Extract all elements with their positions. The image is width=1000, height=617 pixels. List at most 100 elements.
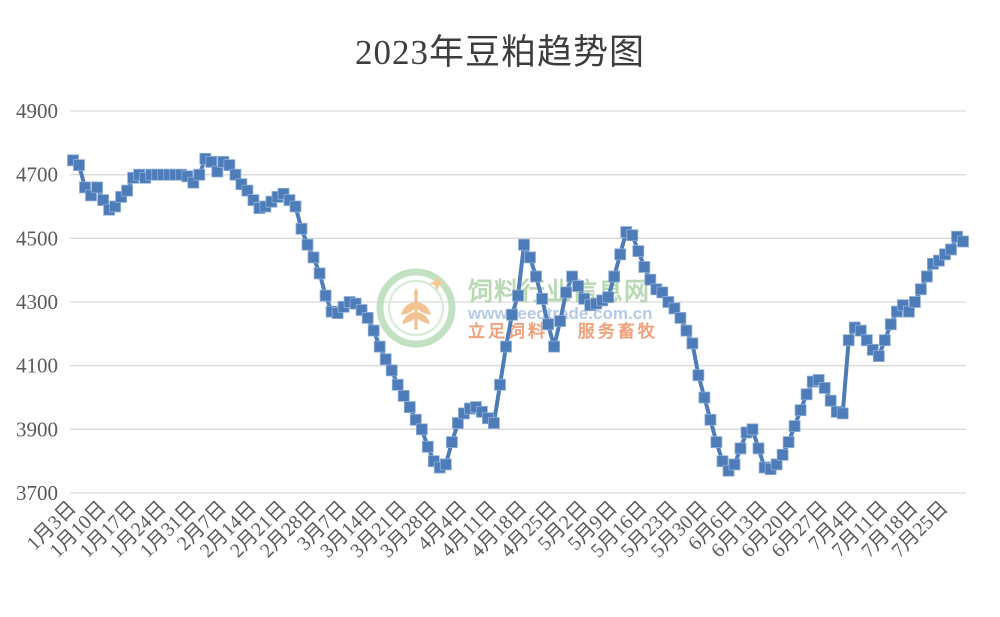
y-axis-label: 4700 (16, 163, 58, 187)
data-point-marker (253, 202, 266, 215)
data-point-marker (698, 391, 711, 404)
x-axis-label: 1月24日 (106, 497, 171, 562)
data-point-marker (842, 334, 855, 347)
data-point-marker (229, 168, 242, 181)
watermark-text: 饲料行业信息网 www.feedtrade.com.cn 立足饲料 服务畜牧 (468, 266, 658, 340)
data-point-marker (73, 159, 85, 172)
data-point-marker (945, 243, 957, 256)
data-point-marker (223, 159, 236, 172)
data-point-marker (758, 461, 771, 474)
data-point-marker (325, 305, 338, 318)
y-axis-label: 4100 (16, 354, 58, 378)
data-point-marker (187, 176, 200, 189)
data-point-marker (79, 181, 91, 194)
x-axis-label: 1月3日 (23, 497, 81, 555)
data-point-marker (433, 461, 446, 474)
data-point-marker (692, 369, 705, 382)
x-axis-label: 6月27日 (767, 497, 832, 562)
x-axis-label: 3月7日 (293, 497, 351, 555)
data-point-marker (728, 458, 741, 471)
data-point-marker (343, 296, 356, 308)
data-point-marker (680, 324, 693, 337)
data-point-marker (674, 311, 687, 324)
x-axis-label: 3月14日 (316, 497, 381, 562)
data-point-marker (271, 190, 284, 203)
watermark-site-name: 饲料行业信息网 (468, 278, 651, 306)
data-point-marker (259, 200, 272, 213)
data-point-marker (866, 343, 879, 356)
data-point-marker (337, 300, 350, 313)
data-point-marker (764, 463, 777, 476)
data-point-marker (614, 248, 627, 261)
data-point-marker (121, 184, 133, 197)
x-axis-label: 3月21日 (346, 497, 411, 562)
data-point-marker (951, 230, 963, 243)
data-point-marker (175, 168, 188, 181)
data-point-marker (349, 297, 362, 310)
data-point-marker (921, 270, 933, 283)
y-axis-label: 3900 (16, 417, 58, 441)
watermark-site-url: www.feedtrade.com.cn (468, 304, 653, 323)
data-point-marker (927, 257, 939, 270)
data-point-marker (746, 423, 759, 436)
data-point-marker (67, 154, 79, 167)
data-point-marker (686, 337, 699, 350)
data-point-marker (740, 426, 753, 439)
data-point-marker (909, 296, 921, 308)
data-point-marker (139, 171, 152, 184)
data-point-marker (457, 407, 470, 420)
data-point-marker (211, 165, 224, 178)
data-point-marker (788, 420, 801, 433)
x-axis-label: 5月23日 (617, 497, 682, 562)
x-axis-label: 5月16日 (587, 497, 652, 562)
data-point-marker (385, 364, 398, 377)
x-axis-label: 7月11日 (828, 497, 893, 562)
data-point-marker (427, 455, 440, 468)
data-point-marker (939, 248, 951, 261)
data-point-marker (632, 245, 645, 258)
x-axis-label: 2月28日 (256, 497, 321, 562)
x-axis-label: 6月6日 (684, 497, 742, 555)
data-point-marker (181, 170, 194, 183)
watermark-slogan: 立足饲料 服务畜牧 (468, 322, 658, 341)
data-point-marker (199, 152, 212, 165)
x-axis-label: 3月28日 (376, 497, 441, 562)
data-point-marker (481, 412, 494, 425)
data-point-marker (824, 394, 837, 407)
data-point-marker (463, 402, 476, 415)
data-point-marker (157, 168, 170, 181)
x-axis-label: 7月4日 (804, 497, 862, 555)
data-point-marker (487, 417, 500, 429)
data-point-marker (957, 235, 969, 248)
x-axis-label: 2月14日 (196, 497, 261, 562)
data-point-marker (133, 168, 146, 181)
data-point-marker (103, 203, 115, 216)
data-point-marker (848, 321, 861, 334)
data-point-marker (85, 189, 97, 202)
y-axis-label: 4900 (16, 99, 58, 123)
data-point-marker (451, 417, 464, 429)
data-point-marker (830, 405, 843, 418)
data-point-marker (836, 407, 849, 420)
data-point-marker (620, 226, 633, 238)
data-point-marker (878, 334, 891, 347)
data-point-marker (716, 455, 729, 468)
data-point-marker (241, 184, 254, 197)
x-axis-label: 1月10日 (46, 497, 111, 562)
x-axis-label: 5月30日 (647, 497, 712, 562)
data-point-marker (115, 190, 127, 203)
data-point-marker (97, 194, 109, 207)
data-point-marker (933, 254, 945, 267)
data-point-marker (319, 289, 332, 302)
data-point-marker (409, 413, 422, 426)
wheat-icon (401, 288, 431, 330)
data-point-marker (169, 168, 182, 181)
data-point-marker (656, 286, 669, 299)
data-point-marker (524, 251, 536, 264)
data-point-marker (397, 389, 410, 402)
feedtrade-logo-icon (376, 268, 456, 348)
data-point-marker (710, 436, 723, 449)
data-point-marker (770, 458, 783, 471)
data-point-marker (91, 181, 103, 194)
data-point-marker (884, 318, 897, 331)
